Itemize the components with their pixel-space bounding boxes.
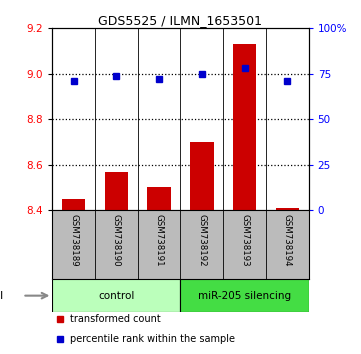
Text: GSM738192: GSM738192 (197, 213, 206, 266)
Text: GSM738191: GSM738191 (155, 213, 164, 266)
Text: miR-205 silencing: miR-205 silencing (198, 291, 291, 301)
Bar (180, 279, 309, 312)
Bar (233, 44, 256, 210)
Text: GSM738194: GSM738194 (283, 213, 292, 266)
Bar (105, 171, 128, 210)
Text: percentile rank within the sample: percentile rank within the sample (70, 335, 235, 344)
Bar (62, 199, 86, 210)
Text: GSM738190: GSM738190 (112, 213, 121, 266)
Text: GSM738189: GSM738189 (69, 213, 78, 266)
Bar (190, 142, 214, 210)
Bar (147, 187, 171, 210)
Text: GSM738193: GSM738193 (240, 213, 249, 266)
Text: control: control (98, 291, 135, 301)
Text: transformed count: transformed count (70, 314, 161, 324)
Title: GDS5525 / ILMN_1653501: GDS5525 / ILMN_1653501 (99, 14, 262, 27)
Bar (275, 208, 299, 210)
Text: protocol: protocol (0, 291, 3, 301)
Bar (52, 279, 180, 312)
